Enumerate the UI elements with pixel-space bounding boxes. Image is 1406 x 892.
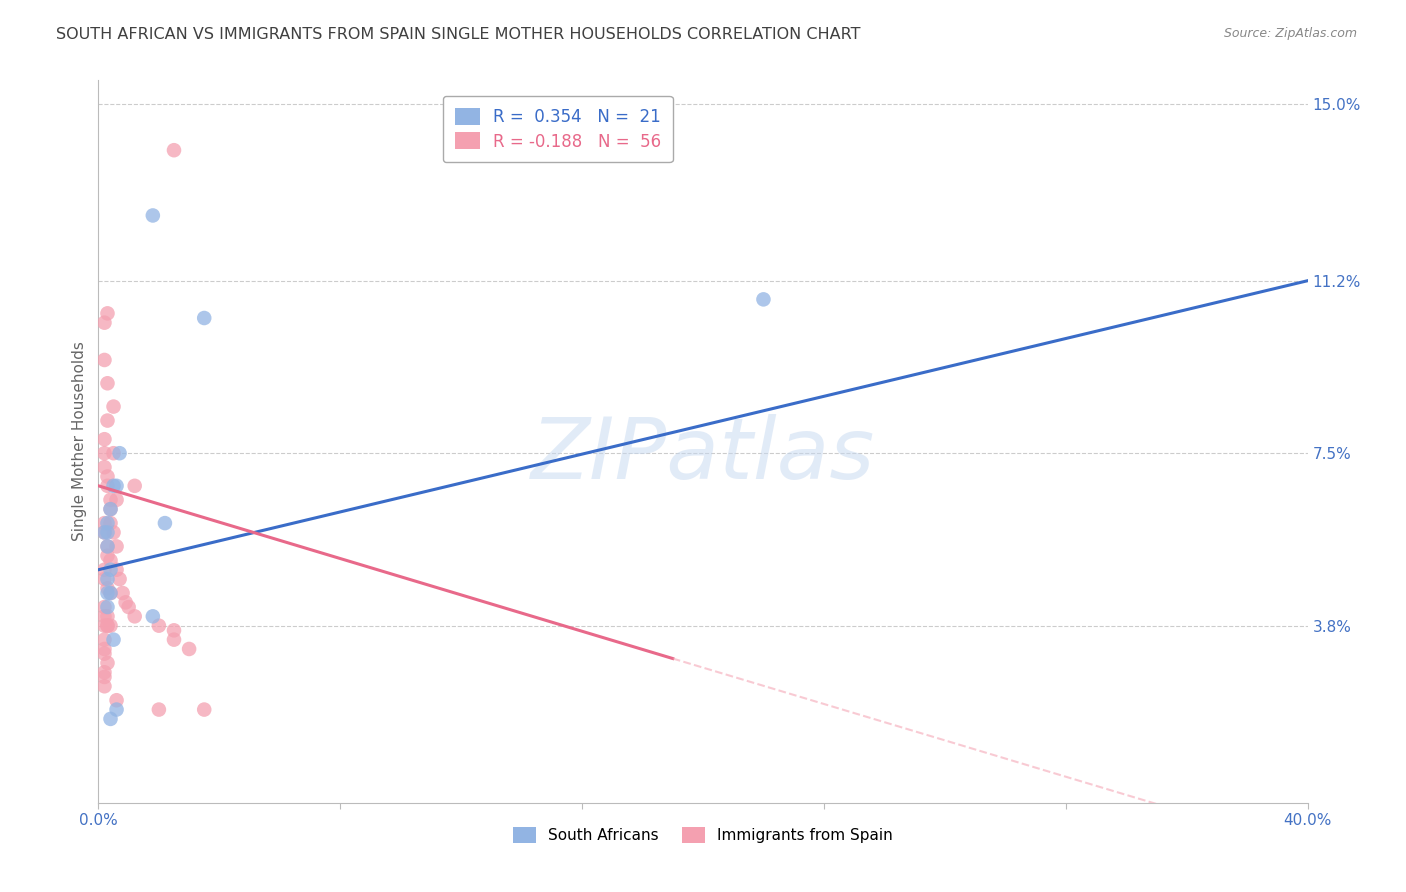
Point [163,143,186,157]
Point [93,600,115,615]
Point [100,618,122,632]
Point [100,553,122,567]
Point [103,400,125,414]
Point [163,632,186,647]
Point [100,502,122,516]
Point [96,516,118,530]
Point [93,563,115,577]
Point [111,586,134,600]
Point [142,209,165,223]
Point [93,572,115,586]
Point [96,549,118,563]
Y-axis label: Single Mother Households: Single Mother Households [72,342,87,541]
Point [100,586,122,600]
Point [148,618,170,632]
Point [124,479,146,493]
Text: SOUTH AFRICAN VS IMMIGRANTS FROM SPAIN SINGLE MOTHER HOUSEHOLDS CORRELATION CHAR: SOUTH AFRICAN VS IMMIGRANTS FROM SPAIN S… [56,27,860,42]
Point [114,595,136,609]
Point [96,582,118,596]
Point [93,353,115,368]
Point [96,376,118,391]
Point [93,525,115,540]
Point [96,525,118,540]
Point [105,540,128,554]
Point [100,712,122,726]
Point [96,600,118,615]
Point [93,679,115,693]
Point [148,702,170,716]
Point [96,306,118,320]
Point [142,609,165,624]
Point [100,516,122,530]
Point [96,479,118,493]
Point [96,618,118,632]
Point [108,446,131,460]
Point [93,446,115,460]
Point [96,572,118,586]
Point [96,618,118,632]
Point [93,632,115,647]
Point [93,316,115,330]
Point [105,563,128,577]
Point [163,624,186,638]
Point [193,702,215,716]
Point [108,572,131,586]
Point [103,446,125,460]
Point [103,632,125,647]
Point [93,460,115,475]
Point [93,432,115,446]
Point [124,609,146,624]
Point [96,540,118,554]
Point [96,656,118,670]
Point [105,693,128,707]
Point [93,670,115,684]
Point [93,516,115,530]
Point [179,642,201,657]
Point [93,525,115,540]
Point [96,413,118,427]
Point [105,492,128,507]
Point [100,586,122,600]
Point [103,525,125,540]
Point [103,479,125,493]
Text: ZIPatlas: ZIPatlas [531,415,875,498]
Point [93,642,115,657]
Point [96,540,118,554]
Point [96,586,118,600]
Point [153,516,176,530]
Point [100,492,122,507]
Point [752,293,775,307]
Legend: South Africans, Immigrants from Spain: South Africans, Immigrants from Spain [508,822,898,849]
Point [93,618,115,632]
Point [96,609,118,624]
Point [193,311,215,326]
Point [93,609,115,624]
Point [105,479,128,493]
Point [105,702,128,716]
Point [100,502,122,516]
Text: Source: ZipAtlas.com: Source: ZipAtlas.com [1223,27,1357,40]
Point [93,647,115,661]
Point [93,665,115,680]
Point [118,600,141,615]
Point [100,563,122,577]
Point [96,469,118,483]
